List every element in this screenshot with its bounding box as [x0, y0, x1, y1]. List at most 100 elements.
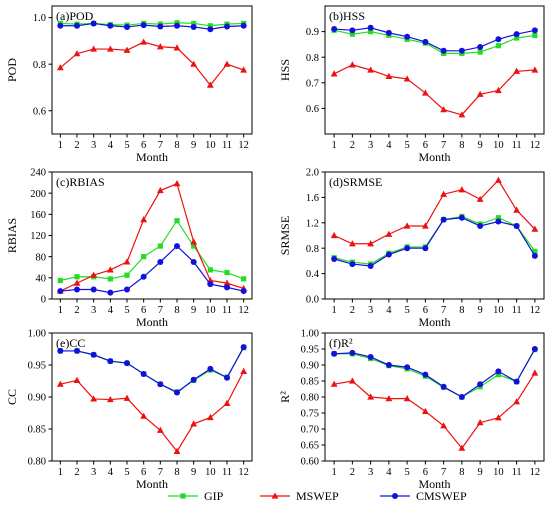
x-axis-title-c: Month [136, 315, 168, 329]
chart-e: (e)CC1 2 3 4 5 6 7 8 9 10 11 120.800.850.900.951.00… [5, 329, 253, 491]
point-f-mswep-4 [385, 395, 393, 402]
point-b-cmswep-9 [477, 43, 484, 50]
y-tick-label-c-6: 240 [30, 168, 46, 179]
point-f-cmswep-5 [404, 364, 411, 371]
legend-item-cmswep: CMSWEP [380, 489, 467, 503]
point-a-gip-9 [191, 20, 197, 27]
series-b-gip [331, 27, 538, 56]
point-b-mswep-5 [403, 75, 411, 82]
x-tick-label-e-10: 10 [205, 467, 216, 478]
x-tick-label-d-1: 1 [332, 305, 337, 316]
x-tick-label-d-10: 10 [493, 305, 504, 316]
x-tick-label-b-8: 8 [459, 140, 464, 151]
x-tick-label-f-5: 5 [405, 467, 410, 478]
x-tick-label-a-12: 12 [238, 140, 249, 151]
x-tick-label-d-12: 12 [530, 305, 541, 316]
x-tick-label-e-3: 3 [91, 467, 96, 478]
point-c-mswep-9 [190, 238, 198, 245]
point-c-mswep-6 [140, 216, 148, 223]
point-d-mswep-3 [367, 240, 375, 247]
y-tick-label-d-4: 1.6 [306, 193, 319, 204]
point-e-cmswep-3 [90, 351, 97, 358]
legend-item-mswep: MSWEP [260, 489, 339, 503]
x-tick-label-c-10: 10 [205, 305, 216, 316]
point-e-cmswep-7 [157, 381, 164, 388]
point-b-cmswep-8 [458, 47, 465, 54]
point-c-mswep-5 [123, 258, 131, 265]
chart-title-f: (f)R² [329, 336, 353, 350]
y-tick-label-b-0: 0.6 [306, 104, 319, 115]
point-c-cmswep-10 [207, 281, 214, 288]
x-tick-label-f-4: 4 [386, 467, 392, 478]
plot-frame-f [324, 332, 545, 462]
point-a-cmswep-2 [74, 22, 80, 29]
point-d-mswep-10 [494, 176, 502, 183]
point-c-mswep-3 [90, 271, 98, 278]
point-c-gip-12 [241, 276, 247, 282]
point-a-mswep-6 [140, 38, 148, 45]
series-d-mswep [330, 176, 539, 247]
point-a-gip-8 [174, 20, 180, 26]
point-c-cmswep-12 [240, 288, 247, 295]
y-tick-label-c-0: 0 [41, 295, 46, 306]
legend-label-mswep: MSWEP [296, 489, 339, 503]
point-f-mswep-3 [367, 393, 375, 400]
point-f-mswep-10 [494, 414, 502, 421]
x-tick-label-b-7: 7 [441, 140, 446, 151]
series-line-f-mswep [334, 372, 536, 450]
point-f-cmswep-11 [513, 378, 520, 385]
point-f-cmswep-6 [422, 371, 429, 378]
point-b-cmswep-12 [531, 27, 538, 34]
point-c-gip-7 [157, 243, 163, 249]
point-d-cmswep-11 [513, 222, 520, 229]
point-c-cmswep-1 [57, 288, 64, 295]
point-c-cmswep-7 [157, 258, 164, 265]
series-line-e-mswep [60, 371, 245, 453]
point-e-mswep-2 [73, 376, 81, 383]
point-a-mswep-7 [156, 43, 164, 50]
y-tick-label-e-1: 0.85 [28, 425, 46, 436]
point-c-cmswep-2 [74, 286, 80, 293]
series-line-e-gip [60, 347, 245, 393]
point-e-cmswep-11 [224, 374, 230, 381]
point-c-cmswep-8 [174, 243, 180, 250]
x-tick-label-b-5: 5 [405, 140, 410, 151]
point-e-mswep-10 [206, 413, 214, 421]
point-c-gip-5 [124, 272, 130, 278]
series-f-mswep [330, 369, 539, 451]
point-a-gip-10 [207, 23, 213, 29]
point-f-cmswep-4 [385, 362, 392, 368]
x-tick-label-a-5: 5 [124, 140, 129, 151]
y-tick-label-f-2: 0.70 [301, 425, 319, 436]
y-axis-title-c: RBIAS [5, 218, 19, 253]
x-axis-title-e: Month [136, 477, 168, 491]
y-tick-label-d-1: 0.4 [306, 269, 320, 280]
point-b-mswep-1 [330, 70, 338, 77]
series-line-c-cmswep [60, 245, 244, 294]
series-line-b-gip [334, 29, 535, 54]
y-tick-label-f-5: 0.85 [301, 377, 319, 388]
point-c-gip-11 [224, 269, 230, 276]
point-c-cmswep-5 [124, 286, 130, 293]
point-a-cmswep-9 [190, 23, 197, 30]
point-b-gip-11 [514, 35, 520, 41]
point-d-cmswep-3 [367, 262, 374, 269]
series-b-cmswep [331, 24, 538, 54]
x-tick-label-c-4: 4 [108, 305, 114, 316]
point-d-mswep-12 [531, 225, 539, 232]
y-tick-label-f-4: 0.80 [301, 393, 319, 404]
point-b-mswep-2 [348, 61, 356, 68]
point-f-cmswep-10 [495, 368, 502, 375]
series-line-e-cmswep [60, 346, 245, 394]
point-a-mswep-3 [90, 45, 98, 52]
point-e-mswep-3 [90, 395, 98, 402]
x-tick-label-e-7: 7 [158, 467, 163, 478]
y-tick-label-f-8: 1.00 [301, 329, 319, 340]
point-b-mswep-11 [513, 67, 521, 74]
y-axis-title-a: POD [5, 58, 19, 82]
y-tick-label-d-5: 2.0 [306, 168, 319, 179]
point-e-mswep-8 [173, 447, 181, 454]
x-tick-label-a-4: 4 [108, 140, 114, 151]
